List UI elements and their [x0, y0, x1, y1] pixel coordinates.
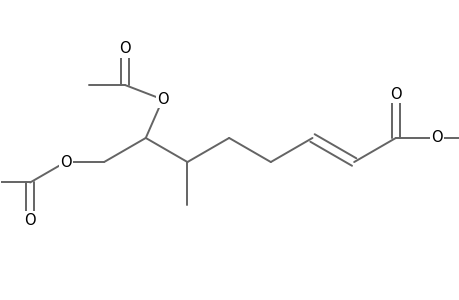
Text: O: O — [119, 41, 131, 56]
Text: O: O — [60, 154, 71, 169]
Text: O: O — [24, 212, 36, 227]
Text: O: O — [430, 130, 442, 146]
Text: O: O — [157, 92, 168, 107]
Text: O: O — [389, 87, 401, 102]
